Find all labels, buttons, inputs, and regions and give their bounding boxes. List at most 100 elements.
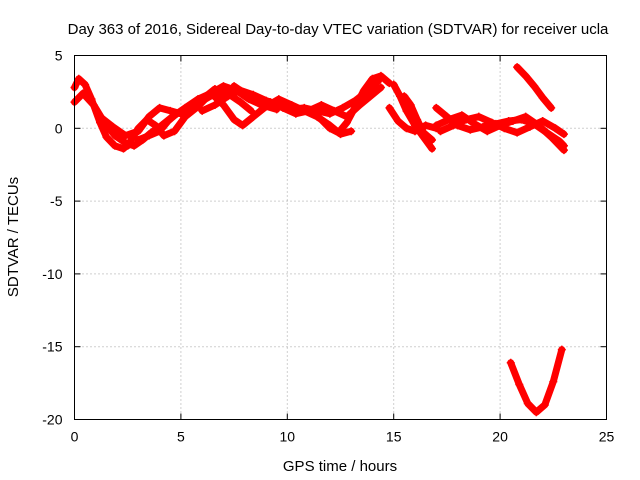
data-point [402,124,411,133]
data-point [413,115,422,124]
data-layer [70,63,568,417]
series-track-16 [506,345,566,417]
data-point [79,89,88,98]
data-point [74,74,83,83]
data-point [230,82,239,91]
data-point [334,128,343,137]
data-point [81,80,90,89]
data-point [559,146,568,155]
data-point [513,128,522,137]
data-point [521,112,530,121]
data-point [462,115,471,124]
data-point [166,106,175,115]
series-line [390,81,436,153]
data-point [487,118,496,127]
data-point [144,131,153,140]
data-point [538,117,547,126]
data-point [368,74,377,83]
data-point [196,98,205,107]
data-point [549,377,558,386]
data-point [266,98,275,107]
x-tick-label: 5 [177,429,185,445]
plot-frame [74,55,607,420]
data-point [279,103,288,112]
data-point [155,127,164,136]
data-point [170,127,179,136]
data-point [538,93,547,102]
data-point [559,130,568,139]
data-point [110,131,119,140]
data-point [400,92,409,101]
x-tick-label: 0 [71,429,79,445]
data-point [89,101,98,110]
data-point [532,408,541,417]
series-track-8 [317,71,394,137]
data-point [96,112,105,121]
data-point [500,124,509,133]
y-axis-label: SDTVAR / TECUs [5,177,22,297]
data-point [515,380,524,389]
x-tick-label: 25 [599,429,615,445]
data-point [108,122,117,131]
data-point [210,101,219,110]
data-point [330,106,339,115]
data-point [317,115,326,124]
data-point [247,106,256,115]
y-tick-label: -15 [42,339,62,355]
data-point [402,106,411,115]
data-point [172,109,181,118]
data-point [474,112,483,121]
data-point [406,101,415,110]
y-tick-label: 0 [55,120,63,136]
y-tick-label: -10 [42,266,62,282]
data-point [102,133,111,142]
x-axis-label: GPS time / hours [283,458,397,475]
data-point [183,105,192,114]
data-point [342,118,351,127]
data-point [523,399,532,408]
data-point [253,95,262,104]
data-point [110,141,119,150]
chart-title: Day 363 of 2016, Sidereal Day-to-day VTE… [68,21,609,38]
data-point [540,400,549,409]
data-point [521,71,530,80]
data-point [432,103,441,112]
data-point [428,135,437,144]
data-point [121,131,130,140]
x-tick-label: 15 [386,429,402,445]
series-track-11 [400,92,437,144]
data-point [142,115,151,124]
data-point [151,121,160,130]
data-point [466,125,475,134]
y-tick-label: -20 [42,412,62,428]
data-point [219,82,228,91]
data-point [223,92,232,101]
data-point [123,141,132,150]
data-point [325,124,334,133]
data-point [508,117,517,126]
data-point [547,133,556,142]
y-tick-label: 5 [55,48,63,64]
data-point [338,103,347,112]
data-point [389,80,398,89]
data-point [249,112,258,121]
data-point [159,131,168,140]
data-point [134,124,143,133]
data-point [366,92,375,101]
data-point [557,345,566,354]
data-point [530,82,539,91]
data-point [164,117,173,126]
data-point [304,106,313,115]
data-point [240,89,249,98]
data-point [449,121,458,130]
axis-ticks: 0 5 10 15 20 25 5 0 -5 -10 -15 -20 [42,48,614,445]
data-point [236,98,245,107]
data-point [410,127,419,136]
data-point [238,121,247,130]
y-tick-label: -5 [50,193,63,209]
data-point [208,90,217,99]
data-point [551,124,560,133]
data-point [347,127,356,136]
data-point [351,102,360,111]
